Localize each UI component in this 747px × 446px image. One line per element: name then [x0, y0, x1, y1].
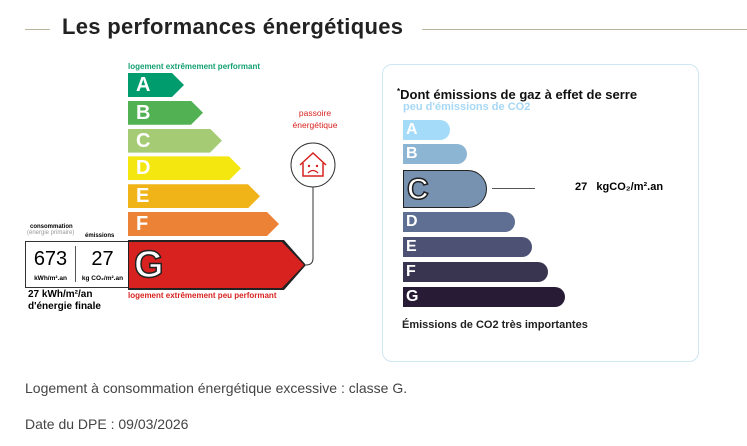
co2-title: *Dont émissions de gaz à effet de serre	[397, 87, 638, 102]
energy-bar-f: F	[128, 212, 279, 236]
co2-value: 27 kgCO₂/m².an	[575, 181, 664, 193]
energy-bar-b: B	[128, 101, 203, 125]
divider	[422, 29, 747, 30]
section-title: Les performances énergétiques	[62, 14, 404, 39]
co2-bar-f: F	[403, 262, 548, 282]
emissions-value: 27	[91, 248, 114, 270]
co2-top-label: peu d'émissions de CO2	[403, 101, 531, 113]
value-box: 673 kWh/m².an 27 kg CO₂/m².an	[25, 241, 128, 288]
co2-bar-a: A	[403, 120, 450, 140]
dpe-date: Date du DPE : 09/03/2026	[25, 416, 189, 432]
emissions-unit: kg CO₂/m².an	[81, 275, 124, 282]
passoire-label: passoire énergétique	[292, 108, 338, 130]
energy-bottom-label: logement extrêmement peu performant	[128, 291, 277, 300]
energy-bar-a: A	[128, 73, 184, 97]
co2-panel	[382, 64, 699, 362]
emissions-header: émissions	[85, 233, 115, 239]
consumption-value: 673	[33, 248, 68, 270]
consumption-header: consommation	[30, 224, 73, 230]
co2-bottom-label: Émissions de CO2 très importantes	[402, 319, 588, 331]
co2-bar-b: B	[403, 144, 467, 164]
energy-bar-d: D	[128, 156, 241, 180]
divider	[25, 29, 50, 30]
co2-bar-g: G	[403, 287, 565, 307]
energy-bar-g-current	[128, 240, 306, 290]
passoire-house-icon	[290, 142, 336, 266]
co2-pointer-line	[492, 188, 535, 189]
energy-bar-c: C	[128, 129, 222, 153]
consumption-unit: kWh/m².an	[34, 275, 67, 282]
final-energy: 27 kWh/m²/an	[28, 289, 93, 300]
energy-current-class: G	[133, 243, 164, 287]
co2-bar-d: D	[403, 212, 515, 232]
energy-top-label: logement extrêmement performant	[128, 62, 261, 71]
dpe-statement: Logement à consommation énergétique exce…	[25, 380, 408, 396]
co2-bar-e: E	[403, 237, 532, 257]
co2-bar-c-current: C	[403, 170, 487, 208]
consumption-sub: (énergie primaire)	[27, 230, 75, 236]
final-energy-label: d'énergie finale	[28, 301, 101, 312]
energy-bar-e: E	[128, 184, 260, 208]
